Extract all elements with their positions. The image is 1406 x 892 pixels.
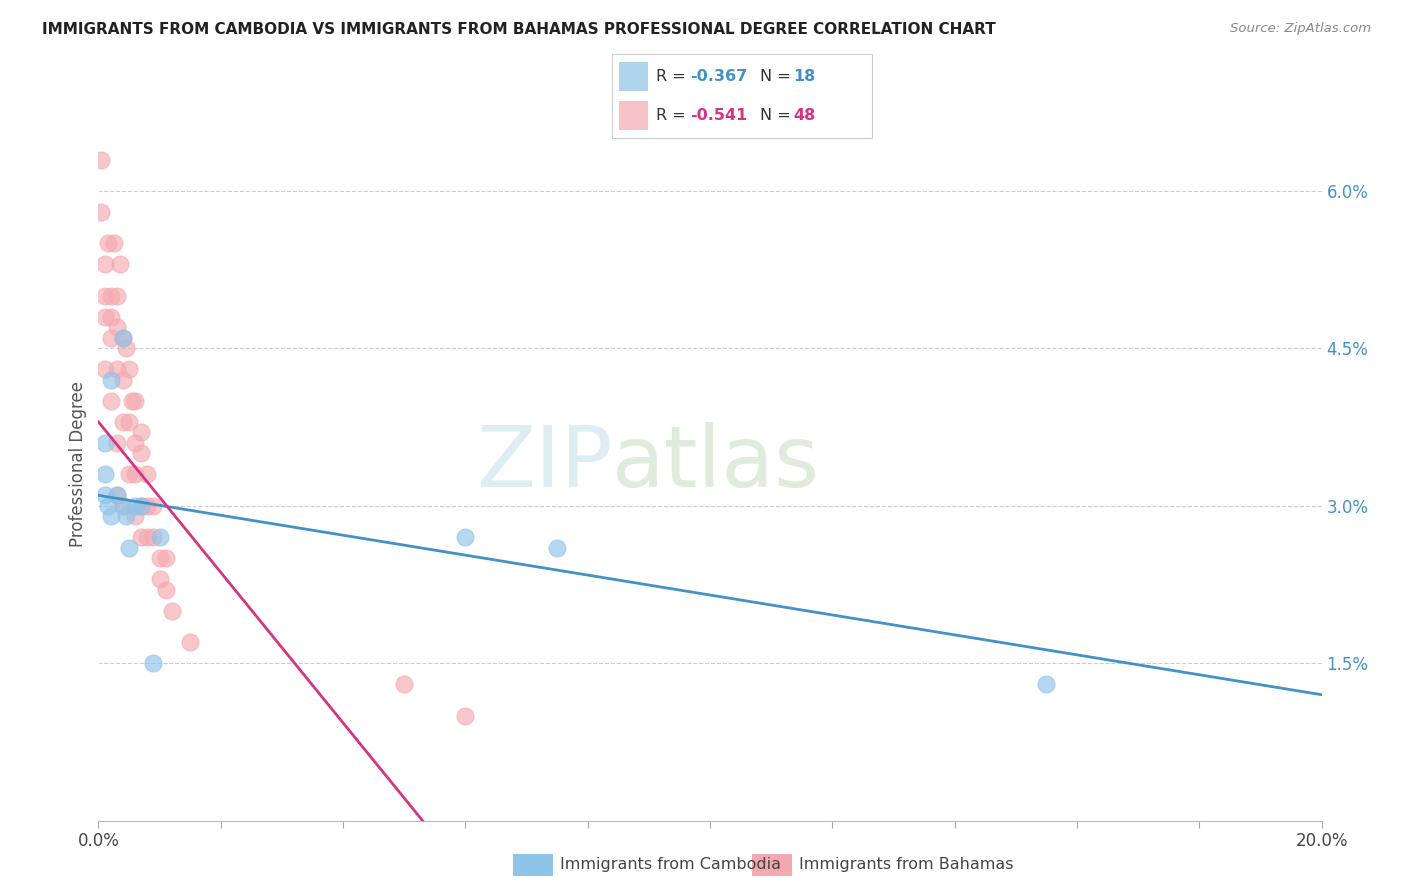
Text: 18: 18 [793,69,815,84]
Point [1035,677,1057,691]
Point [118,362,141,376]
Point [129,499,152,513]
Point [179,635,201,649]
Point [136,467,159,482]
Point [142,657,165,671]
Y-axis label: Professional Degree: Professional Degree [69,381,87,547]
Point [115,509,138,524]
Point [124,499,146,513]
Point [105,435,128,450]
Point [129,499,152,513]
Bar [620,101,648,130]
Point [93,467,115,482]
Point [149,572,172,586]
Point [100,289,122,303]
Text: Source: ZipAtlas.com: Source: ZipAtlas.com [1230,22,1371,36]
Point [129,446,152,460]
Text: Immigrants from Cambodia: Immigrants from Cambodia [560,857,780,872]
Point [97,236,120,251]
Point [93,435,115,450]
Point [160,604,183,618]
Point [546,541,568,555]
Point [105,289,128,303]
Point [93,289,115,303]
Text: IMMIGRANTS FROM CAMBODIA VS IMMIGRANTS FROM BAHAMAS PROFESSIONAL DEGREE CORRELAT: IMMIGRANTS FROM CAMBODIA VS IMMIGRANTS F… [42,22,995,37]
Point [121,393,143,408]
Point [105,320,128,334]
Point [392,677,416,691]
Point [454,708,477,723]
Point [97,499,120,513]
Point [118,467,141,482]
Point [100,509,122,524]
Point [124,509,146,524]
Point [155,582,177,597]
Point [111,415,134,429]
Point [142,530,165,544]
Point [93,310,115,324]
Point [149,530,172,544]
Point [111,331,134,345]
Text: N =: N = [759,69,796,84]
Text: ZIP: ZIP [475,422,612,506]
Text: R =: R = [655,108,690,123]
Point [111,331,134,345]
Point [115,342,138,356]
Point [136,499,159,513]
Text: 48: 48 [793,108,815,123]
Point [93,488,115,502]
Text: -0.367: -0.367 [690,69,747,84]
Point [155,551,177,566]
Text: -0.541: -0.541 [690,108,747,123]
Point [129,530,152,544]
Point [93,257,115,271]
Point [124,435,146,450]
Point [124,393,146,408]
Point [100,331,122,345]
Point [100,393,122,408]
Point [136,530,159,544]
Point [111,499,134,513]
Point [100,310,122,324]
Bar [620,62,648,91]
Point [118,541,141,555]
Point [105,488,128,502]
Point [111,499,134,513]
Text: N =: N = [759,108,796,123]
Point [454,530,477,544]
Point [142,499,165,513]
Text: atlas: atlas [612,422,820,506]
Point [105,488,128,502]
Point [90,205,112,219]
Point [111,373,134,387]
Point [149,551,172,566]
Point [103,236,125,251]
Text: Immigrants from Bahamas: Immigrants from Bahamas [799,857,1014,872]
Point [93,362,115,376]
Point [118,415,141,429]
Point [124,467,146,482]
Point [105,362,128,376]
Point [100,373,122,387]
Point [108,257,131,271]
Point [90,153,112,167]
Text: R =: R = [655,69,690,84]
Point [129,425,152,440]
